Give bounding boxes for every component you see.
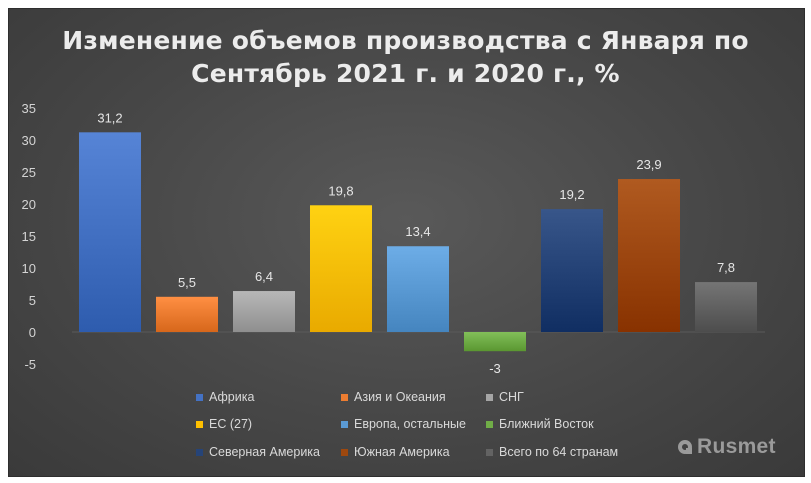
data-label: 7,8 [717, 260, 735, 275]
legend-item: Ближний Восток [486, 416, 594, 432]
legend-item: Африка [196, 389, 254, 405]
y-tick-label: 10 [22, 261, 36, 276]
legend-swatch [196, 393, 203, 401]
data-label: 19,2 [559, 187, 584, 202]
legend-swatch [341, 420, 348, 428]
legend-item: Европа, остальные [341, 416, 466, 432]
rusmet-logo-text: Rusmet [697, 435, 776, 458]
y-tick-label: 15 [22, 229, 36, 244]
bar-3 [233, 291, 295, 332]
legend-item: Южная Америка [341, 444, 450, 460]
bar-7 [541, 209, 603, 332]
y-tick-label: 25 [22, 165, 36, 180]
bar-9 [695, 282, 757, 332]
y-tick-label: 0 [29, 325, 36, 340]
legend-swatch [341, 393, 348, 401]
legend-swatch [486, 448, 493, 456]
legend-swatch [486, 420, 493, 428]
legend-label: Европа, остальные [354, 417, 466, 431]
bar-1 [79, 132, 141, 332]
y-tick-label: 30 [22, 133, 36, 148]
legend-item: СНГ [486, 389, 524, 405]
legend-item: Северная Америка [196, 444, 320, 460]
legend-label: Северная Америка [209, 445, 320, 459]
rusmet-watermark: Rusmet [678, 435, 776, 459]
data-label: 23,9 [636, 157, 661, 172]
legend-item: Всего по 64 странам [486, 444, 618, 460]
legend-label: СНГ [499, 390, 524, 404]
data-label: 5,5 [178, 275, 196, 290]
legend-label: Азия и Океания [354, 390, 446, 404]
legend-label: Ближний Восток [499, 417, 594, 431]
y-tick-label: -5 [24, 357, 36, 372]
chart-title-line2: Сентябрь 2021 г. и 2020 г., % [191, 59, 620, 88]
y-tick-label: 35 [22, 101, 36, 116]
legend-swatch [486, 393, 493, 401]
chart-title-line1: Изменение объемов производства с Января … [62, 26, 749, 55]
legend-item: Азия и Океания [341, 389, 446, 405]
legend-swatch [196, 448, 203, 456]
data-label: 19,8 [328, 183, 353, 198]
legend-label: Всего по 64 странам [499, 445, 619, 459]
legend-item: ЕС (27) [196, 416, 252, 432]
legend-label: Южная Америка [354, 445, 450, 459]
y-tick-label: 20 [22, 197, 36, 212]
legend-swatch [196, 420, 203, 428]
rusmet-logo-icon [678, 440, 692, 454]
legend-label: ЕС (27) [209, 417, 253, 431]
bar-6 [464, 332, 526, 352]
bar-8 [618, 179, 680, 332]
bar-2 [156, 296, 218, 332]
legend-swatch [341, 448, 348, 456]
data-label: 6,4 [255, 269, 273, 284]
bar-4 [310, 205, 372, 332]
legend-label: Африка [209, 390, 255, 404]
data-label: 13,4 [405, 224, 430, 239]
data-label: -3 [489, 361, 501, 376]
y-tick-label: 5 [29, 293, 36, 308]
data-label: 31,2 [97, 110, 122, 125]
bar-5 [387, 246, 449, 332]
